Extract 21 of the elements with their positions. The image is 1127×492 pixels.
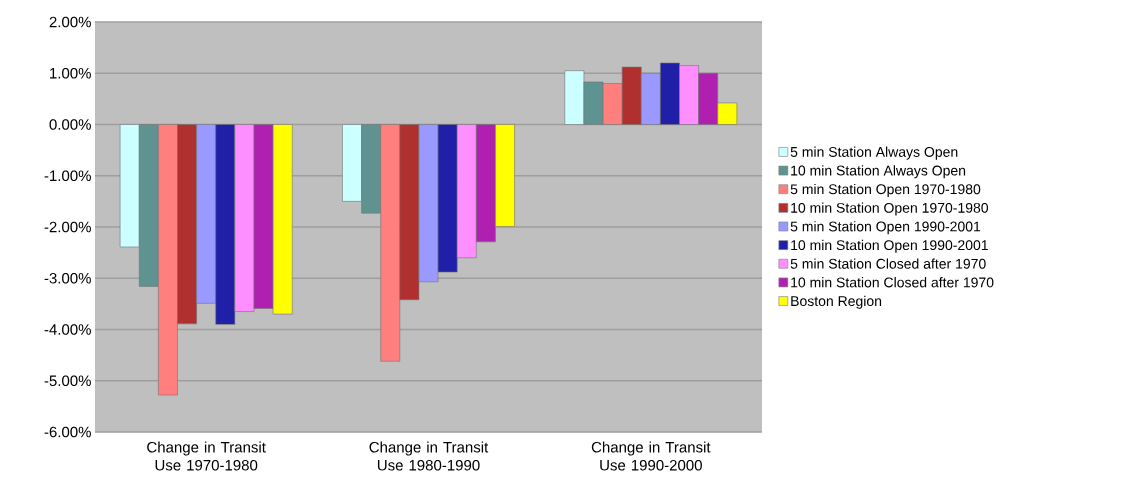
legend-label: 5 min Station Always Open <box>790 146 958 160</box>
legend-label: Boston Region <box>791 295 882 309</box>
x-tick-label: Change in Transit Use 1990-2000 <box>591 441 711 471</box>
y-tick-label: -1.00% <box>44 170 91 182</box>
y-tick-label: -6.00% <box>44 426 91 438</box>
y-tick-label: 0.00% <box>49 119 91 130</box>
legend-label: 5 min Station Open 1990-2001 <box>790 221 981 235</box>
y-tick-label: 1.00% <box>50 67 91 79</box>
x-tick-label: Change in Transit Use 1970-1980 <box>147 441 266 471</box>
legend-label: 10 min Station Closed after 1970 <box>791 277 994 288</box>
x-tick-label: Change in Transit Use 1980-1990 <box>369 441 489 471</box>
legend-label: 10 min Station Open 1970-1980 <box>791 202 989 216</box>
legend-label: 5 min Station Closed after 1970 <box>790 258 986 269</box>
y-tick-label: -2.00% <box>44 221 91 233</box>
y-tick-label: 2.00% <box>49 16 91 28</box>
legend-label: 10 min Station Open 1990-2001 <box>791 239 988 253</box>
y-tick-label: -3.00% <box>44 272 91 284</box>
y-tick-label: -4.00% <box>44 324 91 335</box>
y-tick-label: -5.00% <box>44 375 91 387</box>
legend-label: 10 min Station Always Open <box>791 165 966 179</box>
legend-label: 5 min Station Open 1970-1980 <box>790 183 981 197</box>
